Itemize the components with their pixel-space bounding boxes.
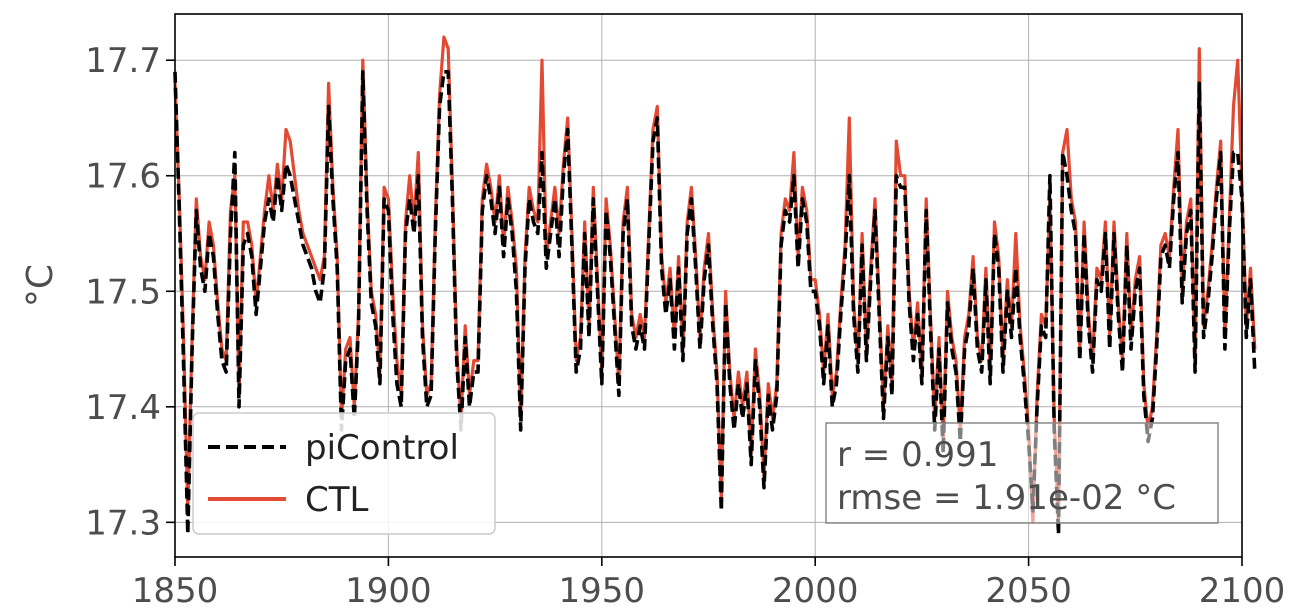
y-tick-label: 17.7	[85, 41, 161, 81]
y-tick-label: 17.6	[85, 157, 161, 197]
x-axis-ticks: 1850 1900 1950 2000 2050 2100	[132, 557, 1286, 611]
y-axis-ticks: 17.3 17.4 17.5 17.6 17.7	[85, 41, 175, 543]
stats-rmse: rmse = 1.91e-02 °C	[837, 478, 1176, 518]
legend: piControl CTL	[192, 412, 496, 535]
legend-label: piControl	[305, 428, 459, 468]
x-tick-label: 1850	[132, 571, 219, 611]
x-tick-label: 2100	[1199, 571, 1286, 611]
x-tick-label: 2000	[772, 571, 859, 611]
x-tick-label: 1950	[559, 571, 646, 611]
stats-r: r = 0.991	[837, 435, 998, 475]
stats-frame	[825, 422, 1219, 524]
y-axis-label: °C	[20, 264, 61, 307]
series-line-picontrol	[173, 70, 1257, 536]
legend-label: CTL	[305, 480, 369, 520]
series-group	[173, 35, 1257, 536]
x-tick-label: 1900	[345, 571, 432, 611]
y-tick-label: 17.5	[85, 272, 161, 312]
y-axis-label-group: °C	[20, 264, 61, 307]
y-tick-label: 17.3	[85, 503, 161, 543]
legend-frame	[192, 412, 496, 535]
y-tick-label: 17.4	[85, 388, 161, 428]
x-tick-label: 2050	[985, 571, 1072, 611]
plot-area-frame	[174, 13, 1243, 558]
